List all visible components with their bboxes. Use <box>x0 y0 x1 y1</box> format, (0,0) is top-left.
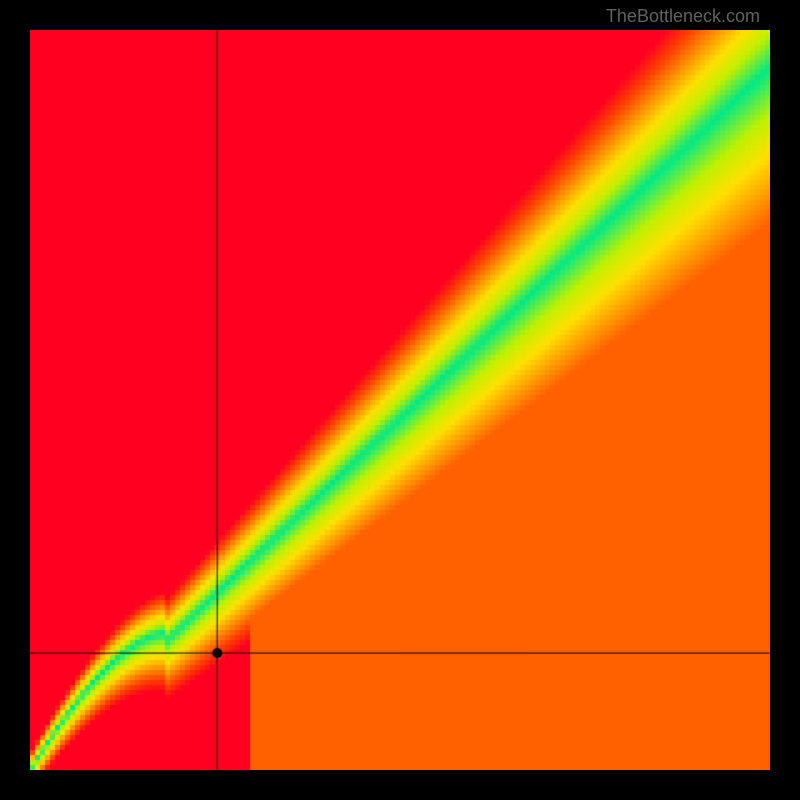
chart-container: TheBottleneck.com <box>0 0 800 800</box>
heatmap-plot <box>30 30 770 770</box>
watermark-text: TheBottleneck.com <box>606 6 760 27</box>
heatmap-canvas <box>30 30 770 770</box>
